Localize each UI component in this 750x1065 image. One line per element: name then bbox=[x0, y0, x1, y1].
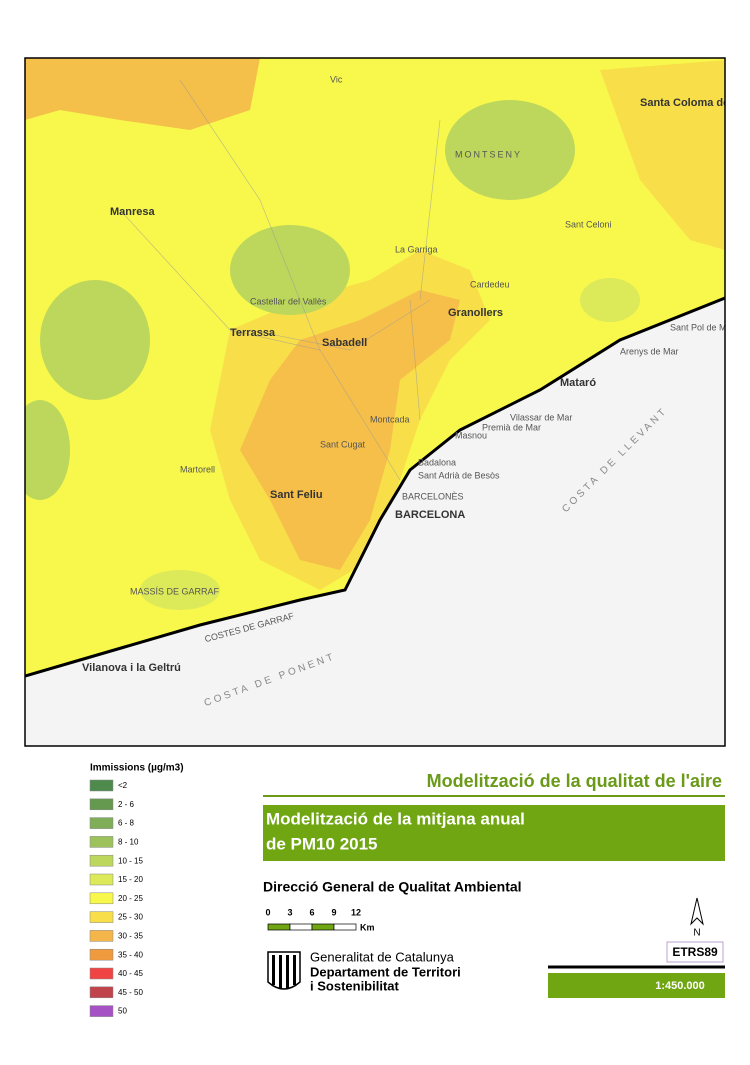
map-label: Sant Pol de Mar bbox=[670, 322, 735, 332]
legend-swatch bbox=[89, 873, 114, 886]
north-arrow bbox=[690, 897, 704, 926]
legend-title: Immissions (µg/m3) bbox=[90, 763, 184, 774]
logo-emblem bbox=[267, 951, 301, 990]
map-label: Mataró bbox=[560, 377, 596, 389]
map-label: Cardedeu bbox=[470, 279, 510, 289]
map-label: MONTSENY bbox=[455, 149, 522, 159]
scale-bar bbox=[267, 923, 357, 931]
map-label: Vic bbox=[330, 74, 343, 84]
map-label: Granollers bbox=[448, 307, 503, 319]
legend-label: <2 bbox=[118, 781, 128, 790]
legend-label: 25 - 30 bbox=[118, 913, 143, 922]
subtitle-box bbox=[263, 805, 725, 861]
green-zone bbox=[580, 278, 640, 322]
legend-label: 35 - 40 bbox=[118, 950, 143, 959]
legend-swatch bbox=[89, 911, 114, 923]
map-label: Sant Feliu bbox=[270, 489, 323, 501]
legend-label: 8 - 10 bbox=[118, 838, 139, 847]
header-title: Modelització de la qualitat de l'aire bbox=[427, 771, 722, 791]
map-label: MASSÍS DE GARRAF bbox=[130, 586, 220, 596]
legend-swatch bbox=[89, 779, 114, 792]
scale-tick: 6 bbox=[309, 907, 314, 917]
projection: ETRS89 bbox=[672, 945, 718, 959]
map-label: Masnou bbox=[455, 430, 487, 440]
green-zone bbox=[230, 225, 350, 315]
map-frame bbox=[24, 57, 726, 747]
scale-tick: 12 bbox=[351, 907, 361, 917]
scale-ratio: 1:450.000 bbox=[655, 980, 705, 992]
legend-swatch bbox=[89, 948, 114, 961]
legend-swatch bbox=[89, 798, 114, 811]
map-label: BARCELONA bbox=[395, 509, 465, 521]
green-zone bbox=[25, 400, 70, 500]
map-label: Vilanova i la Geltrú bbox=[82, 662, 181, 674]
map-label: Sant Adrià de Besòs bbox=[418, 470, 500, 480]
legend-label: 45 - 50 bbox=[118, 988, 143, 997]
map-label: BARCELONÈS bbox=[402, 491, 464, 501]
legend-swatch bbox=[89, 967, 114, 980]
projection-box bbox=[666, 941, 724, 963]
legend-label: 2 - 6 bbox=[118, 800, 135, 809]
map-label: Sant Celoni bbox=[565, 219, 612, 229]
scale-tick: 0 bbox=[265, 907, 270, 917]
roads bbox=[119, 79, 441, 481]
map-label: Santa Coloma de Farners bbox=[640, 97, 750, 109]
map-label: Castellar del Vallès bbox=[250, 296, 327, 306]
legend-swatch bbox=[89, 892, 114, 905]
scale-box bbox=[548, 973, 725, 998]
map-label: Vilassar de Mar bbox=[510, 412, 572, 422]
legend-swatch bbox=[89, 854, 114, 867]
logo-text: Departament de Territori bbox=[310, 964, 461, 979]
legend-label: 40 - 45 bbox=[118, 969, 143, 978]
legend-label: 30 - 35 bbox=[118, 932, 143, 941]
legend-swatch bbox=[89, 986, 114, 999]
subtitle: de PM10 2015 bbox=[266, 834, 378, 853]
scale-tick: 3 bbox=[287, 907, 292, 917]
green-zone bbox=[140, 570, 220, 610]
legend-label: 6 - 8 bbox=[118, 819, 135, 828]
legend-swatch bbox=[89, 836, 114, 848]
legend-label: 15 - 20 bbox=[118, 875, 143, 884]
orange-zone bbox=[600, 60, 725, 250]
logo-text: i Sostenibilitat bbox=[310, 978, 400, 993]
logo-text: Generalitat de Catalunya bbox=[310, 949, 455, 964]
green-zone bbox=[40, 280, 150, 400]
sea bbox=[25, 298, 725, 746]
map-label: Montcada bbox=[370, 414, 410, 424]
coastline bbox=[25, 296, 725, 678]
map-label: La Garriga bbox=[395, 244, 438, 254]
north-label: N bbox=[693, 928, 700, 939]
subtitle: Modelització de la mitjana anual bbox=[266, 809, 525, 828]
map-label: Sant Cugat bbox=[320, 439, 366, 449]
map-label: Premià de Mar bbox=[482, 422, 541, 432]
map-label: Manresa bbox=[110, 206, 156, 218]
legend-swatch bbox=[89, 930, 114, 942]
legend-label: 50 bbox=[118, 1007, 127, 1016]
map-label: Martorell bbox=[180, 464, 215, 474]
map-label: Arenys de Mar bbox=[620, 346, 679, 356]
green-zone bbox=[445, 100, 575, 200]
legend: <2 2 - 6 6 - 8 8 - 10 10 - 15 15 - 20 20 - 25 2… bbox=[89, 779, 143, 1017]
map-label: Badalona bbox=[418, 457, 456, 467]
orange-zone bbox=[240, 290, 460, 570]
map: Manresa Terrassa Sabadell Granollers Mat… bbox=[25, 58, 750, 746]
legend-swatch bbox=[89, 1005, 114, 1017]
map-label: Terrassa bbox=[230, 327, 276, 339]
scale-tick: 9 bbox=[331, 907, 336, 917]
scale-unit: Km bbox=[360, 922, 375, 932]
map-label: Sabadell bbox=[322, 337, 367, 349]
legend-label: 20 - 25 bbox=[118, 894, 143, 903]
legend-swatch bbox=[89, 817, 114, 829]
legend-label: 10 - 15 bbox=[118, 856, 143, 865]
department: Direcció General de Qualitat Ambiental bbox=[263, 879, 522, 895]
